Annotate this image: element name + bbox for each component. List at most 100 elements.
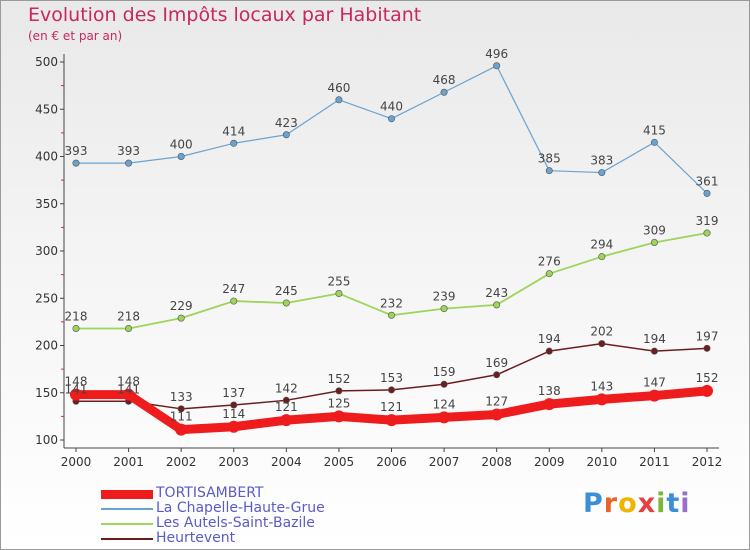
data-point [490,408,503,421]
data-label: 152 [327,372,350,386]
data-label: 400 [170,138,193,152]
data-label: 468 [433,73,456,87]
data-label: 383 [590,154,613,168]
data-label: 159 [433,365,456,379]
x-tick-label: 2004 [271,455,302,469]
x-tick-label: 2001 [113,455,144,469]
legend-label: Heurtevent [156,530,236,546]
data-point [122,388,135,401]
data-point [335,96,343,104]
data-point [332,410,345,423]
data-label: 415 [643,123,666,137]
data-label: 319 [696,214,719,228]
data-point [493,62,501,70]
data-label: 247 [222,282,245,296]
data-label: 114 [222,407,245,421]
data-label: 393 [65,144,88,158]
x-tick-label: 2009 [534,455,565,469]
data-point [230,139,238,147]
data-label: 142 [275,381,298,395]
data-point [227,420,240,433]
data-label: 152 [696,371,719,385]
logo-letter: i [680,488,691,519]
data-point [387,115,395,123]
data-point [440,380,448,388]
data-label: 127 [485,394,508,408]
data-point [545,167,553,175]
legend-label: La Chapelle-Haute-Grue [156,500,325,516]
y-tick-label: 250 [35,291,58,305]
x-tick-label: 2000 [61,455,92,469]
data-label: 197 [696,329,719,343]
data-label: 309 [643,223,666,237]
data-label: 243 [485,286,508,300]
data-label: 169 [485,356,508,370]
data-label: 121 [380,400,403,414]
y-tick-label: 100 [35,433,58,447]
data-point [177,405,185,413]
data-label: 255 [327,275,350,289]
data-point [543,398,556,411]
legend-label: TORTISAMBERT [156,485,264,501]
chart-subtitle: (en € et par an) [28,29,123,43]
data-label: 153 [380,371,403,385]
data-label: 229 [170,299,193,313]
data-point [230,297,238,305]
x-tick-label: 2003 [218,455,249,469]
data-label: 496 [485,47,508,61]
data-point [440,305,448,313]
legend-swatch [101,523,153,525]
data-label: 294 [590,238,613,252]
data-label: 385 [538,152,561,166]
data-point [280,414,293,427]
legend-swatch [101,508,153,510]
data-point [598,340,606,348]
data-label: 111 [170,410,193,424]
legend-swatch [101,538,153,540]
data-label: 125 [327,396,350,410]
data-point [650,238,658,246]
data-point [385,414,398,427]
data-label: 194 [643,332,666,346]
data-point [438,411,451,424]
data-point [545,270,553,278]
chart-data-labels: 393 393 400 414 423 460 440 468 496 385 383 415 361 2… [65,47,719,424]
data-point [282,396,290,404]
data-label: 138 [538,384,561,398]
data-label: 141 [65,382,88,396]
data-point [545,347,553,355]
x-tick-label: 2010 [587,455,618,469]
data-label: 393 [117,144,140,158]
logo-letter: x [637,488,657,519]
data-point [387,311,395,319]
data-label: 440 [380,100,403,114]
data-label: 137 [222,386,245,400]
data-point [282,299,290,307]
data-label: 202 [590,325,613,339]
y-tick-label: 300 [35,244,58,258]
data-label: 141 [117,382,140,396]
data-point [595,393,608,406]
data-label: 143 [590,379,613,393]
data-label: 218 [117,309,140,323]
x-tick-label: 2002 [166,455,197,469]
data-label: 414 [222,124,245,138]
x-tick-label: 2006 [376,455,407,469]
x-tick-label: 2011 [639,455,670,469]
data-label: 423 [275,116,298,130]
data-label: 232 [380,296,403,310]
data-point [125,159,133,167]
data-point [72,159,80,167]
chart-axes: 100 150 200 250 300 350 400 450 500 2000 2001 2002 2… [35,54,722,469]
data-label: 218 [65,309,88,323]
data-point [177,314,185,322]
data-label: 121 [275,400,298,414]
data-point [701,384,713,397]
data-point [650,138,658,146]
data-point [598,169,606,177]
data-label: 148 [117,375,140,389]
data-label: 133 [170,390,193,404]
data-point [598,253,606,261]
